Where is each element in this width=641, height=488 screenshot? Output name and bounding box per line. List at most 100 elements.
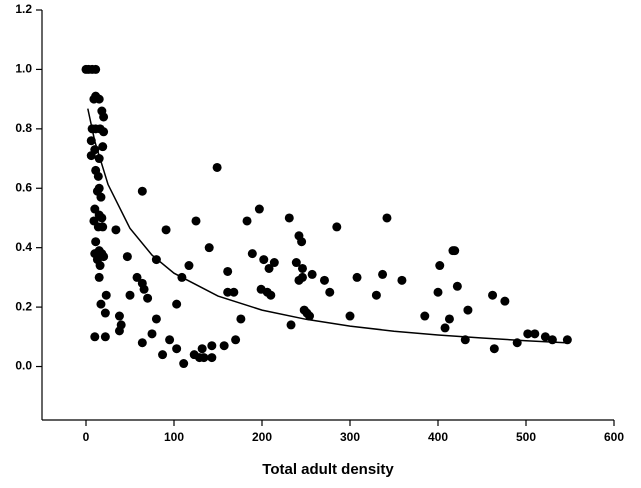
data-point <box>450 246 460 256</box>
data-point <box>172 344 182 354</box>
data-point <box>91 237 101 247</box>
data-point <box>219 341 229 351</box>
data-point <box>325 287 335 297</box>
data-point <box>143 293 153 303</box>
data-point <box>420 311 430 321</box>
data-point <box>99 112 109 122</box>
data-point <box>165 335 175 345</box>
data-point <box>137 338 147 348</box>
data-point <box>93 171 103 181</box>
data-point <box>94 183 104 193</box>
data-point <box>96 299 106 309</box>
data-point <box>452 281 462 291</box>
data-point <box>158 350 168 360</box>
data-point <box>247 249 257 259</box>
y-tick-label: 0.2 <box>15 299 32 313</box>
data-point <box>259 255 269 265</box>
data-point <box>229 287 239 297</box>
data-point <box>236 314 246 324</box>
data-point <box>297 272 307 282</box>
x-tick-label: 0 <box>83 430 90 444</box>
data-point <box>223 266 233 276</box>
data-point <box>297 237 307 247</box>
y-tick-label: 0.0 <box>15 359 32 373</box>
data-point <box>132 272 142 282</box>
data-point <box>161 225 171 235</box>
data-point <box>284 213 294 223</box>
data-point <box>99 252 109 262</box>
data-point <box>114 311 124 321</box>
data-point <box>204 243 214 253</box>
data-point <box>540 332 550 342</box>
data-point <box>91 64 101 74</box>
data-point <box>114 326 124 336</box>
data-point <box>305 311 315 321</box>
x-tick-label: 200 <box>252 430 272 444</box>
data-point <box>207 353 217 363</box>
x-tick-label: 600 <box>604 430 624 444</box>
y-tick-label: 0.6 <box>15 180 32 194</box>
x-tick-label: 500 <box>516 430 536 444</box>
data-point <box>433 287 443 297</box>
data-point <box>286 320 296 330</box>
data-point <box>86 151 96 161</box>
data-point <box>291 258 301 268</box>
data-point <box>223 287 233 297</box>
data-point <box>90 332 100 342</box>
data-point <box>231 335 241 345</box>
data-point <box>332 222 342 232</box>
data-point <box>197 344 207 354</box>
data-point <box>500 296 510 306</box>
data-point <box>94 272 104 282</box>
data-point <box>98 222 108 232</box>
data-point <box>100 332 110 342</box>
fit-curve <box>87 108 566 344</box>
data-point <box>95 261 105 271</box>
data-point <box>97 213 107 223</box>
data-point <box>382 213 392 223</box>
data-point <box>345 311 355 321</box>
data-point <box>307 269 317 279</box>
data-point <box>151 314 161 324</box>
data-point <box>444 314 454 324</box>
data-point <box>139 284 149 294</box>
data-point <box>99 127 109 137</box>
data-point <box>530 329 540 339</box>
x-tick-label: 100 <box>164 430 184 444</box>
data-point <box>264 263 274 273</box>
data-point <box>297 263 307 273</box>
data-point <box>352 272 362 282</box>
data-point <box>254 204 264 214</box>
data-point <box>111 225 121 235</box>
data-point <box>122 252 132 262</box>
data-point <box>319 275 329 285</box>
y-tick-label: 1.2 <box>15 2 32 16</box>
data-point <box>378 269 388 279</box>
y-tick-label: 0.8 <box>15 121 32 135</box>
data-point <box>191 216 201 226</box>
data-point <box>199 353 209 363</box>
data-point <box>98 142 108 152</box>
data-point <box>440 323 450 333</box>
x-tick-label: 300 <box>340 430 360 444</box>
data-point <box>100 308 110 318</box>
data-point <box>207 341 217 351</box>
data-point <box>101 290 111 300</box>
data-point <box>269 258 279 268</box>
data-point <box>96 192 106 202</box>
data-point <box>184 261 194 271</box>
data-point <box>435 261 445 271</box>
data-point <box>489 344 499 354</box>
data-point <box>463 305 473 315</box>
data-point <box>147 329 157 339</box>
y-tick-label: 0.4 <box>15 240 32 254</box>
data-point <box>212 162 222 172</box>
data-point <box>179 359 189 369</box>
data-point <box>172 299 182 309</box>
x-axis-label: Total adult density <box>262 461 394 478</box>
data-point <box>488 290 498 300</box>
data-point <box>266 290 276 300</box>
y-tick-label: 1.0 <box>15 62 32 76</box>
data-point <box>94 94 104 104</box>
